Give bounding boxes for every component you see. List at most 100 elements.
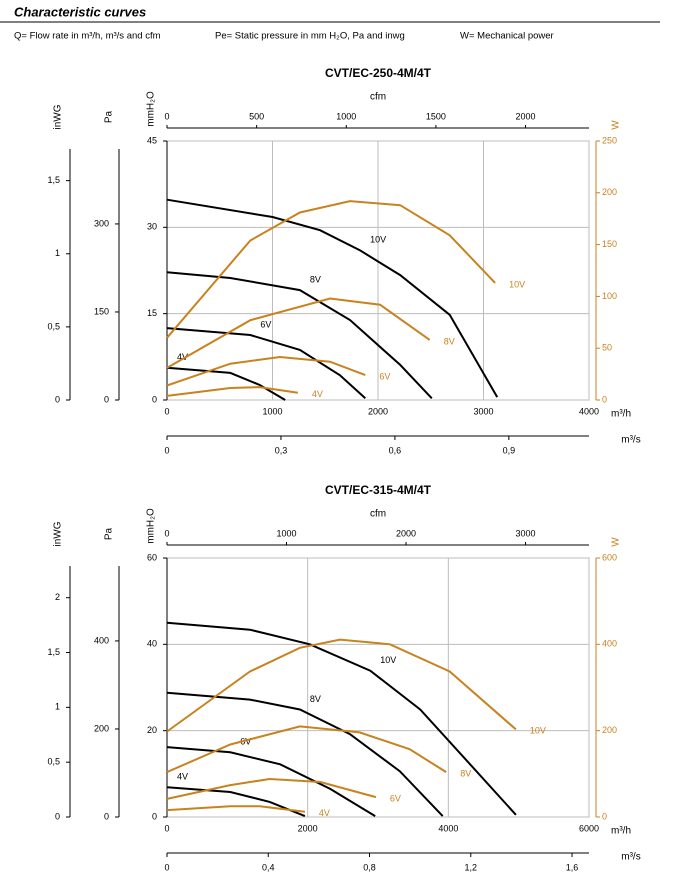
bottom-tick-label: 0,9: [503, 445, 516, 455]
x-tick-label: 0: [164, 406, 169, 416]
extra-tick-label: 1,5: [47, 647, 60, 657]
extra-tick-label: 300: [94, 218, 109, 228]
chart-title: CVT/EC-250-4M/4T: [325, 66, 432, 80]
y2-tick-label: 600: [602, 552, 617, 562]
y2-tick-label: 200: [602, 187, 617, 197]
extra-tick-label: 150: [94, 306, 109, 316]
curve: [166, 386, 298, 397]
top-tick-label: 0: [164, 528, 169, 538]
series-label: 6V: [240, 737, 251, 747]
legend-text: Pe= Static pressure in mm H₂O, Pa and in…: [215, 31, 405, 42]
x-tick-label: 2000: [368, 406, 388, 416]
x-tick-label: 0: [164, 823, 169, 833]
curve: [166, 355, 366, 387]
top-tick-label: 1500: [426, 111, 446, 121]
top-tick-label: 3000: [516, 528, 536, 538]
top-tick-label: 0: [164, 111, 169, 121]
x-tick-label: 4000: [438, 823, 458, 833]
y2-tick-label: 50: [602, 343, 612, 353]
x-tick-label: 3000: [473, 406, 493, 416]
curve: [166, 786, 306, 818]
y2-tick-label: 400: [602, 639, 617, 649]
extra-tick-label: 0: [55, 394, 60, 404]
curve: [166, 777, 377, 800]
x-tick-label: 4000: [579, 406, 599, 416]
series-label: 4V: [177, 772, 188, 782]
curve: [166, 198, 499, 398]
y2-tick-label: 0: [602, 394, 607, 404]
extra-axis-label: Pa: [104, 110, 115, 123]
bottom-tick-label: 0,3: [275, 445, 288, 455]
bottom-tick-label: 1,6: [566, 862, 579, 872]
top-tick-label: 2000: [396, 528, 416, 538]
top-axis-label: cfm: [370, 509, 386, 520]
series-label: 10V: [380, 655, 396, 665]
curve: [166, 621, 517, 816]
x-axis-label: m³/h: [611, 409, 631, 420]
extra-axis-label: inWG: [53, 104, 64, 129]
series-label: 10V: [509, 279, 525, 289]
y2-tick-label: 200: [602, 725, 617, 735]
x-axis-label: m³/h: [611, 826, 631, 837]
x-tick-label: 6000: [579, 823, 599, 833]
page-title: Characteristic curves: [14, 4, 146, 19]
series-label: 4V: [319, 808, 330, 818]
curve: [166, 366, 286, 401]
series-label: 6V: [390, 794, 401, 804]
series-label: 8V: [460, 768, 471, 778]
y-tick-label: 0: [152, 394, 157, 404]
series-label: 8V: [444, 336, 455, 346]
extra-tick-label: 1: [55, 702, 60, 712]
series-label: 10V: [530, 726, 546, 736]
bottom-axis-label: m³/s: [621, 852, 640, 863]
curve: [166, 746, 376, 817]
extra-tick-label: 0,5: [47, 757, 60, 767]
chart-title: CVT/EC-315-4M/4T: [325, 483, 432, 497]
series-label: 6V: [260, 319, 271, 329]
y2-tick-label: 250: [602, 135, 617, 145]
top-tick-label: 2000: [516, 111, 536, 121]
top-tick-label: 1000: [276, 528, 296, 538]
y-axis-label: mmH₂O: [146, 508, 157, 544]
curve: [166, 805, 306, 813]
bottom-tick-label: 0: [164, 445, 169, 455]
y2-tick-label: 150: [602, 239, 617, 249]
bottom-tick-label: 0,4: [262, 862, 275, 872]
bottom-tick-label: 0,8: [363, 862, 376, 872]
x-tick-label: 2000: [298, 823, 318, 833]
y-tick-label: 45: [147, 135, 157, 145]
bottom-axis-label: m³/s: [621, 435, 640, 446]
curve: [166, 297, 431, 369]
extra-tick-label: 0: [55, 811, 60, 821]
extra-tick-label: 0: [104, 811, 109, 821]
bottom-tick-label: 0: [164, 862, 169, 872]
extra-tick-label: 1,5: [47, 175, 60, 185]
y2-axis-label: W: [611, 537, 622, 547]
y2-tick-label: 100: [602, 291, 617, 301]
y-tick-label: 60: [147, 552, 157, 562]
bottom-tick-label: 0,6: [389, 445, 402, 455]
y-tick-label: 30: [147, 222, 157, 232]
top-tick-label: 500: [249, 111, 264, 121]
series-label: 10V: [370, 235, 386, 245]
y-tick-label: 20: [147, 725, 157, 735]
legend-text: W= Mechanical power: [460, 31, 554, 42]
plot-area: [166, 557, 590, 818]
y2-tick-label: 0: [602, 811, 607, 821]
curve: [166, 200, 496, 339]
extra-tick-label: 400: [94, 635, 109, 645]
extra-axis-label: Pa: [104, 527, 115, 540]
curve: [166, 691, 444, 817]
extra-tick-label: 200: [94, 723, 109, 733]
y-tick-label: 0: [152, 811, 157, 821]
extra-tick-label: 0,5: [47, 321, 60, 331]
series-label: 4V: [312, 389, 323, 399]
extra-tick-label: 2: [55, 592, 60, 602]
y-tick-label: 15: [147, 308, 157, 318]
series-label: 6V: [379, 372, 390, 382]
series-label: 8V: [310, 694, 321, 704]
legend-text: Q= Flow rate in m³/h, m³/s and cfm: [14, 31, 161, 42]
extra-axis-label: inWG: [53, 521, 64, 546]
top-axis-label: cfm: [370, 92, 386, 103]
